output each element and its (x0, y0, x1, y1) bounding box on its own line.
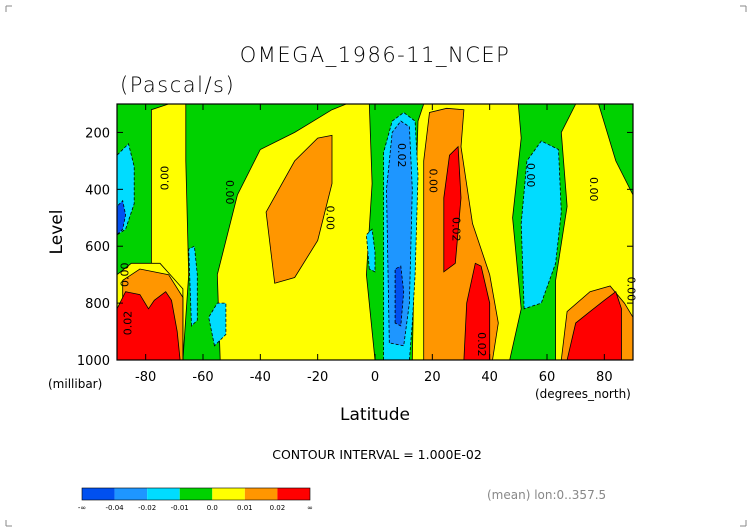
contour-label-8: 0.00 (624, 277, 637, 302)
legend-swatch-4 (212, 488, 245, 500)
legend-swatch-2 (147, 488, 180, 500)
crop-mark-top-left (5, 5, 12, 12)
contour-label-6: 0.00 (524, 163, 537, 188)
legend-swatch-5 (244, 488, 278, 500)
series-negative_-0.02_to_-0.01 (386, 120, 413, 347)
legend-label-2: -0.02 (138, 504, 156, 512)
color-legend: -∞ -0.04 -0.02 -0.01 0.0 0.01 0.02 ∞ (78, 487, 313, 512)
x-tick-label-1: -60 (192, 370, 213, 385)
contour-regions (116, 103, 634, 361)
legend-label-0: -∞ (78, 504, 86, 512)
crop-mark-bottom-right (740, 520, 747, 527)
contour-label-0: 0.00 (159, 166, 172, 191)
contour-label-2: 0.00 (323, 206, 336, 231)
contour-label-10: 0.00 (119, 262, 132, 287)
x-axis-label: Latitude (340, 405, 410, 425)
legend-swatch-3 (179, 488, 213, 500)
contour-label-4: 0.00 (427, 169, 440, 194)
plot-area: 0.00 0.00 0.00 0.02 0.00 0.02 0.00 0.00 0.00 0.02… (77, 103, 638, 385)
footnote: (mean) lon:0..357.5 (487, 488, 606, 502)
contour-region-positive_0.01_to_0.02-1 (265, 134, 333, 284)
chart-title: OMEGA_1986-11_NCEP (240, 43, 511, 67)
legend-label-3: -0.01 (171, 504, 189, 512)
series-positive_above_0.02 (116, 145, 622, 361)
contour-region-negative_below_-0.02-0 (116, 199, 127, 236)
contour-region-positive_above_0.02-0 (116, 291, 181, 361)
chart-units: (Pascal/s) (120, 73, 235, 97)
legend-swatch-1 (114, 488, 148, 500)
contour-region-negative_-0.01_to_0.00-2 (208, 302, 227, 347)
y-tick-label-4: 1000 (77, 354, 110, 369)
contour-label-9: 0.02 (475, 332, 488, 357)
crop-mark-top-right (740, 5, 747, 12)
y-tick-label-3: 800 (85, 297, 110, 312)
legend-label-4: 0.0 (207, 504, 218, 512)
legend-swatch-6 (277, 488, 310, 500)
crop-mark-bottom-left (5, 520, 12, 527)
contour-label-7: 0.00 (587, 177, 600, 202)
contour-region-negative_below_-0.02-1 (394, 265, 405, 327)
contour-label-1: 0.00 (223, 180, 236, 205)
contour-region-negative_-0.01_to_0.00-5 (520, 140, 562, 310)
y-tick-label-1: 400 (85, 183, 110, 198)
contour-labels: 0.00 0.00 0.00 0.02 0.00 0.02 0.00 0.00 0.00 0.02… (119, 143, 638, 357)
legend-label-6: 0.02 (270, 504, 286, 512)
contour-region-negative_-0.01_to_0.00-1 (188, 245, 198, 327)
legend-label-1: -0.04 (106, 504, 125, 512)
contour-label-5: 0.02 (449, 217, 462, 242)
x-tick-label-2: -40 (250, 370, 271, 385)
contour-region-positive_above_0.02-3 (566, 291, 622, 361)
y-tick-label-0: 200 (85, 126, 110, 141)
contour-region-negative_-0.02_to_-0.01-0 (386, 120, 413, 347)
y-tick-label-2: 600 (85, 240, 110, 255)
series-negative_below_-0.02 (116, 199, 405, 327)
axis-ticks: -80 -60 -40 -20 0 20 40 60 80 200 400 600 800 1000 (77, 104, 633, 385)
x-tick-label-0: -80 (135, 370, 156, 385)
contour-label-11: 0.02 (121, 311, 134, 336)
x-tick-label-3: -20 (307, 370, 328, 385)
y-axis-label: Level (47, 210, 67, 255)
contour-interval-text: CONTOUR INTERVAL = 1.000E-02 (272, 447, 482, 462)
x-tick-label-5: 20 (424, 370, 441, 385)
x-tick-label-6: 40 (481, 370, 498, 385)
contour-region-positive_above_0.02-1 (443, 145, 462, 273)
legend-label-7: ∞ (307, 504, 313, 512)
contour-label-3: 0.02 (395, 143, 408, 168)
y-unit-label: (millibar) (48, 377, 102, 391)
legend-label-5: 0.01 (237, 504, 253, 512)
legend-swatch-0 (82, 488, 115, 500)
x-tick-label-4: 0 (371, 370, 379, 385)
x-tick-label-8: 80 (596, 370, 613, 385)
x-unit-label: (degrees_north) (535, 387, 631, 401)
x-tick-label-7: 60 (539, 370, 556, 385)
contour-region-negative_-0.01_to_0.00-3 (365, 228, 376, 273)
legend-frame (81, 487, 311, 501)
